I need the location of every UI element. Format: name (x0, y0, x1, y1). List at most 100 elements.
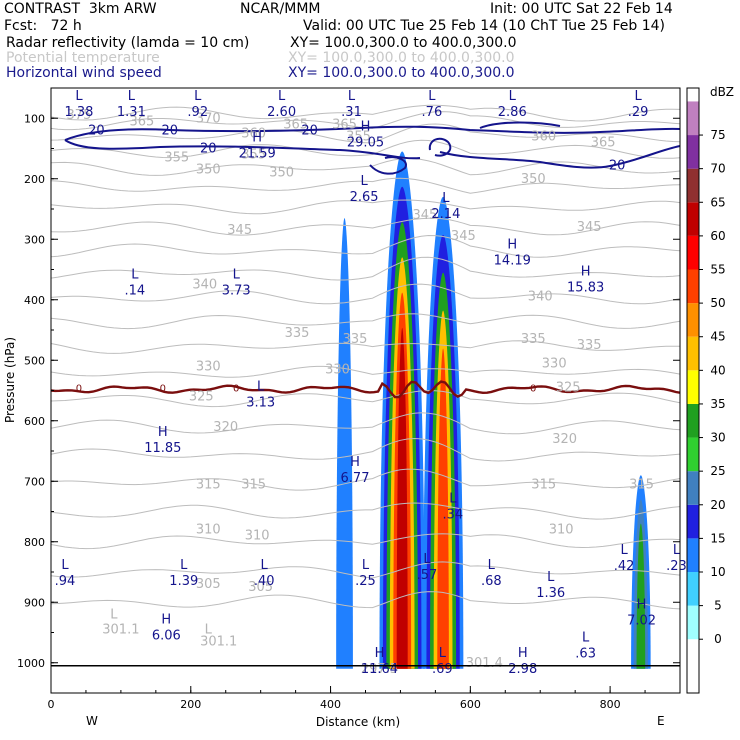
wind-label-0: 20 (88, 123, 105, 138)
colorbar-label-13: 65 (710, 195, 725, 209)
extremum-value-27: .42 (614, 559, 635, 574)
extremum-mark-6: L (509, 89, 517, 104)
x-tick-label-1: 200 (180, 698, 201, 711)
colorbar-label-10: 50 (710, 296, 725, 310)
west-label: W (86, 714, 98, 728)
colorbar-swatch-10 (687, 303, 699, 337)
theta-contour-10 (50, 283, 681, 305)
theta-contour-12 (50, 340, 680, 354)
extremum-value-29: 6.06 (152, 628, 181, 643)
theta-label-44: 301.4 (466, 656, 503, 671)
y-tick-label-7: 800 (24, 536, 45, 549)
y-tick-label-4: 500 (24, 354, 45, 367)
extremum-mark-17: H (158, 425, 168, 440)
theta-label-40: L (110, 607, 118, 622)
extremum-value-33: .69 (432, 662, 453, 677)
colorbar-label-2: 10 (710, 565, 725, 579)
zero-label-2: 0 (233, 383, 239, 394)
extremum-mark-29: H (161, 612, 171, 627)
extremum-mark-24: L (362, 558, 370, 573)
theta-label-11: 350 (196, 163, 221, 178)
valid-time: Valid: 00 UTC Tue 25 Feb 14 (10 ChT Tue … (303, 18, 666, 34)
y-axis-label: Pressure (hPa) (3, 337, 17, 423)
extremum-value-9: 29.05 (347, 135, 384, 150)
colorbar-swatch-8 (687, 370, 699, 404)
theta-label-4: 365 (332, 117, 357, 132)
extremum-value-21: .94 (55, 574, 76, 589)
theta-label-2: 370 (196, 111, 221, 126)
wind-label-4: 20 (609, 158, 626, 173)
colorbar-label-11: 55 (710, 263, 725, 277)
theta-label-42: L (205, 622, 213, 637)
extremum-value-13: 15.83 (567, 281, 604, 296)
theta-label-37: 310 (549, 523, 574, 538)
theta-contour-21 (50, 591, 681, 610)
theta-label-3: 365 (283, 117, 308, 132)
y-tick-label-0: 100 (24, 112, 45, 125)
x-tick-label-4: 800 (600, 698, 621, 711)
theta-label-22: 335 (577, 338, 602, 353)
extremum-mark-22: L (180, 558, 188, 573)
colorbar-swatch-5 (687, 471, 699, 505)
extremum-value-16: 3.13 (246, 396, 275, 411)
theta-label-9: 360 (531, 129, 556, 144)
extremum-value-10: 2.65 (350, 190, 379, 205)
theta-label-23: 335 (521, 332, 546, 347)
colorbar-label-8: 40 (710, 363, 725, 377)
extremum-value-8: 21.59 (239, 146, 276, 161)
theta-label-27: 325 (189, 390, 214, 405)
extremum-mark-20: L (423, 552, 431, 567)
y-tick-label-9: 1000 (17, 657, 45, 670)
zero-label-3: 0 (530, 383, 536, 394)
extremum-value-34: 2.98 (508, 662, 537, 677)
extremum-mark-10: L (360, 174, 368, 189)
extremum-value-0: 1.38 (64, 105, 93, 120)
theta-label-14: 345 (227, 223, 252, 238)
extremum-mark-27: L (620, 543, 628, 558)
zero-label-1: 0 (160, 383, 166, 394)
extremum-mark-14: L (131, 268, 139, 283)
y-tick-label-2: 300 (24, 233, 45, 246)
extremum-value-23: .40 (254, 574, 275, 589)
theta-label-1: 365 (129, 114, 154, 129)
colorbar-unit: dBZ (710, 85, 734, 99)
extremum-value-15: 3.73 (222, 284, 251, 299)
extremum-mark-32: H (375, 646, 385, 661)
zero-label-0: 0 (76, 383, 82, 394)
extremum-value-28: .23 (666, 559, 687, 574)
theta-label-5: 360 (241, 126, 266, 141)
freezing-level-line (50, 380, 681, 399)
theta-label-8: 355 (164, 151, 189, 166)
extremum-mark-8: H (252, 130, 262, 145)
theta-label-35: 310 (196, 523, 221, 538)
extremum-mark-16: L (257, 380, 265, 395)
colorbar: 0 5 10 15 20 25 30 35 40 45 50 55 60 65 70 75 (686, 87, 726, 694)
theta-label-21: 335 (343, 332, 368, 347)
extremum-value-14: .14 (125, 284, 146, 299)
theta-contour-2 (50, 123, 681, 144)
wind-contours (50, 121, 681, 399)
extremum-mark-4: L (348, 89, 356, 104)
extremum-mark-19: L (449, 491, 457, 506)
colorbar-label-5: 25 (710, 464, 725, 478)
reflectivity-field (336, 151, 651, 669)
extremum-mark-2: L (194, 89, 202, 104)
colorbar-swatch-2 (687, 572, 699, 606)
extremum-mark-30: H (637, 597, 647, 612)
x-tick-label-0: 0 (48, 698, 55, 711)
theta-label-43: 301.1 (200, 635, 237, 650)
extremum-mark-21: L (61, 558, 69, 573)
extremum-value-3: 2.60 (267, 105, 296, 120)
extremum-mark-28: L (673, 543, 681, 558)
colorbar-swatch-6 (687, 437, 699, 472)
theta-label-25: 330 (325, 362, 350, 377)
wind-contour-2 (439, 145, 681, 169)
theta-contour-3 (50, 139, 681, 159)
extremum-value-4: .31 (341, 105, 362, 120)
extremum-mark-23: L (261, 558, 269, 573)
theta-label-15: 345 (412, 208, 437, 223)
theta-label-41: 301.1 (102, 622, 139, 637)
extremum-mark-15: L (233, 268, 241, 283)
colorbar-label-15: 75 (710, 128, 725, 142)
